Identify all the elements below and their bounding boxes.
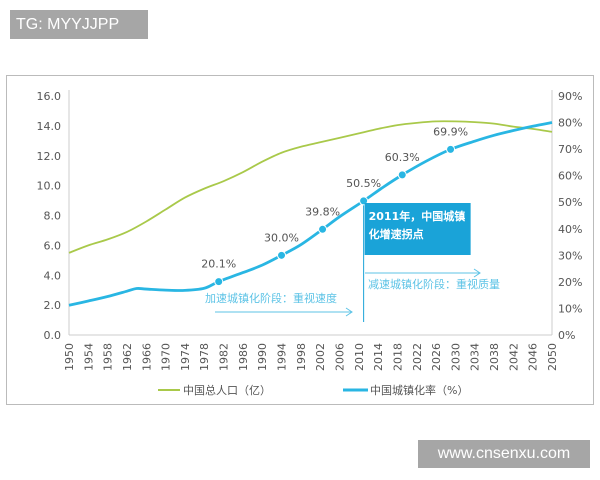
right-tick-label: 40% <box>558 223 582 236</box>
right-tick-label: 30% <box>558 249 582 262</box>
x-tick-label: 1958 <box>102 343 115 371</box>
x-tick-label: 2018 <box>391 343 404 371</box>
right-tick-label: 0% <box>558 329 575 342</box>
left-tick-label: 8.0 <box>44 210 62 223</box>
decelerate-arrowhead <box>473 268 481 278</box>
data-point-marker <box>318 224 328 234</box>
x-tick-label: 2038 <box>488 343 501 371</box>
data-label: 50.5% <box>346 177 381 190</box>
left-tick-label: 12.0 <box>37 150 62 163</box>
x-tick-label: 1966 <box>140 343 153 371</box>
right-tick-label: 10% <box>558 302 582 315</box>
left-tick-label: 4.0 <box>44 269 62 282</box>
right-tick-label: 90% <box>558 90 582 103</box>
x-tick-label: 1986 <box>237 343 250 371</box>
x-tick-label: 1990 <box>256 343 269 371</box>
x-tick-label: 2050 <box>546 343 559 371</box>
decelerate-phase-label: 减速城镇化阶段：重视质量 <box>368 277 500 291</box>
data-point-marker <box>397 170 407 180</box>
left-tick-label: 2.0 <box>44 299 62 312</box>
data-label: 30.0% <box>264 231 299 244</box>
data-point-marker <box>277 250 287 260</box>
watermark: www.cnsenxu.com <box>418 440 590 468</box>
callout-text-line2: 化增速拐点 <box>369 227 424 241</box>
data-label: 60.3% <box>385 151 420 164</box>
chart-frame <box>6 75 594 405</box>
x-tick-label: 2046 <box>527 343 540 371</box>
data-point-marker <box>359 196 369 206</box>
x-tick-label: 1998 <box>295 343 308 371</box>
x-tick-label: 2026 <box>430 343 443 371</box>
x-tick-label: 1950 <box>63 343 76 371</box>
x-tick-label: 1978 <box>198 343 211 371</box>
urbanization-line <box>68 121 553 307</box>
x-tick-label: 2030 <box>449 343 462 371</box>
right-tick-label: 50% <box>558 196 582 209</box>
data-point-marker <box>214 277 224 287</box>
right-tick-label: 70% <box>558 143 582 156</box>
left-tick-label: 14.0 <box>37 120 62 133</box>
x-tick-label: 1970 <box>160 343 173 371</box>
x-tick-label: 1994 <box>276 343 289 371</box>
x-tick-label: 2002 <box>314 343 327 371</box>
left-tick-label: 0.0 <box>44 329 62 342</box>
callout-box <box>364 203 471 255</box>
tag-banner: TG: MYYJJPP <box>10 10 148 39</box>
data-label: 20.1% <box>201 258 236 271</box>
right-tick-label: 80% <box>558 117 582 130</box>
right-tick-label: 20% <box>558 276 582 289</box>
left-tick-label: 16.0 <box>37 90 62 103</box>
x-tick-label: 1962 <box>121 343 134 371</box>
population-line <box>68 120 553 254</box>
accelerate-arrowhead <box>345 307 353 317</box>
left-tick-label: 10.0 <box>37 180 62 193</box>
x-tick-label: 2034 <box>469 343 482 371</box>
data-label: 39.8% <box>305 205 340 218</box>
left-tick-label: 6.0 <box>44 239 62 252</box>
x-tick-label: 1974 <box>179 343 192 371</box>
x-tick-label: 1982 <box>218 343 231 371</box>
legend-urbanization-label: 中国城镇化率（%） <box>370 383 468 397</box>
right-tick-label: 60% <box>558 170 582 183</box>
legend-population-label: 中国总人口（亿） <box>183 383 271 397</box>
x-tick-label: 2010 <box>353 343 366 371</box>
x-tick-label: 2014 <box>372 343 385 371</box>
accelerate-phase-label: 加速城镇化阶段：重视速度 <box>205 291 337 305</box>
data-point-marker <box>446 144 456 154</box>
x-tick-label: 2006 <box>333 343 346 371</box>
x-tick-label: 2022 <box>411 343 424 371</box>
x-tick-label: 2042 <box>507 343 520 371</box>
x-tick-label: 1954 <box>82 343 95 371</box>
data-label: 69.9% <box>433 125 468 138</box>
callout-text-line1: 2011年，中国城镇 <box>369 209 466 223</box>
